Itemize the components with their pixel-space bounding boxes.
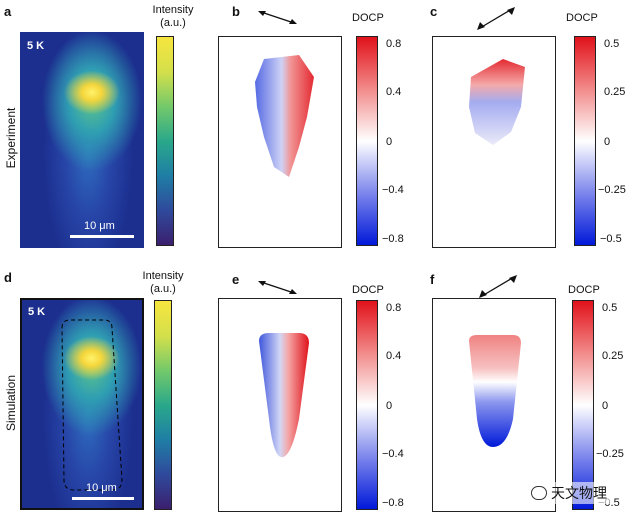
docp-tick-b-0: 0.8 xyxy=(386,38,402,50)
polarization-arrow-c xyxy=(477,7,515,30)
row-label-experiment: Experiment xyxy=(4,107,18,169)
panel-label-b: b xyxy=(232,4,240,19)
docp-tick-e-4: −0.8 xyxy=(382,497,404,509)
docp-tick-c-2: 0 xyxy=(604,136,611,148)
temperature-label-bottom: 5 K xyxy=(28,306,46,318)
docp-map-f xyxy=(432,298,556,512)
docp-pattern-f xyxy=(469,335,521,447)
docp-tick-c-3: −0.25 xyxy=(598,184,626,196)
docp-title-b: DOCP xyxy=(352,12,384,24)
scale-bar-top xyxy=(70,235,134,238)
intensity-colorbar-title-top: Intensity (a.u.) xyxy=(146,4,200,30)
docp-title-e: DOCP xyxy=(352,284,384,296)
docp-title-c: DOCP xyxy=(566,12,598,24)
docp-colorbar-e xyxy=(356,300,378,510)
docp-map-e xyxy=(218,298,342,512)
intensity-map-experiment xyxy=(20,32,144,248)
docp-tick-c-4: −0.5 xyxy=(600,233,622,245)
docp-map-b xyxy=(218,36,342,248)
panel-label-f: f xyxy=(430,272,435,287)
panel-label-e: e xyxy=(232,272,240,287)
intensity-map-simulation xyxy=(20,298,144,510)
intensity-map-fill xyxy=(20,32,144,248)
intensity-colorbar-title-bottom: Intensity (a.u.) xyxy=(136,270,190,296)
scale-bar-bottom xyxy=(72,497,134,500)
docp-tick-b-2: 0 xyxy=(386,136,393,148)
docp-tick-c-1: 0.25 xyxy=(604,86,626,98)
watermark-text: 天文物理 xyxy=(551,486,607,502)
watermark: 天文物理 xyxy=(528,482,610,504)
docp-tick-f-1: 0.25 xyxy=(602,350,624,362)
docp-tick-f-0: 0.5 xyxy=(602,302,618,314)
intensity-title-line1-b: Intensity xyxy=(142,270,184,282)
scale-bar-label-top: 10 μm xyxy=(84,220,115,232)
docp-tick-c-0: 0.5 xyxy=(604,38,620,50)
panel-label-c: c xyxy=(430,4,438,19)
docp-tick-e-1: 0.4 xyxy=(386,350,402,362)
docp-pattern-e xyxy=(259,333,309,458)
intensity-title-line1: Intensity xyxy=(152,4,194,16)
docp-map-c xyxy=(432,36,556,248)
wechat-icon xyxy=(531,486,547,500)
device-outline xyxy=(61,319,123,491)
docp-tick-e-2: 0 xyxy=(386,400,393,412)
docp-tick-b-3: −0.4 xyxy=(382,184,404,196)
docp-title-f: DOCP xyxy=(568,284,600,296)
docp-tick-b-1: 0.4 xyxy=(386,86,402,98)
docp-tick-f-3: −0.25 xyxy=(596,448,624,460)
docp-tick-f-2: 0 xyxy=(602,400,609,412)
panel-label-a: a xyxy=(4,4,12,19)
scale-bar-label-bottom: 10 μm xyxy=(86,482,117,494)
polarization-arrow-f xyxy=(479,275,517,298)
docp-colorbar-b xyxy=(356,36,378,246)
temperature-label-top: 5 K xyxy=(27,40,45,52)
docp-tick-e-3: −0.4 xyxy=(382,448,404,460)
polarization-arrow-e xyxy=(258,281,297,294)
row-label-simulation: Simulation xyxy=(4,374,18,432)
docp-tick-b-4: −0.8 xyxy=(382,233,404,245)
docp-tick-e-0: 0.8 xyxy=(386,302,402,314)
panel-label-d: d xyxy=(4,270,12,285)
intensity-colorbar-top xyxy=(156,36,174,246)
docp-colorbar-c xyxy=(574,36,596,246)
polarization-arrow-b xyxy=(258,11,297,24)
intensity-colorbar-bottom xyxy=(154,300,172,510)
intensity-map-sim-fill xyxy=(22,300,142,508)
docp-pattern-c xyxy=(469,59,525,145)
intensity-title-line2: (a.u.) xyxy=(160,17,186,29)
intensity-title-line2-b: (a.u.) xyxy=(150,283,176,295)
docp-pattern-b xyxy=(255,55,314,177)
docp-colorbar-f xyxy=(572,300,594,510)
